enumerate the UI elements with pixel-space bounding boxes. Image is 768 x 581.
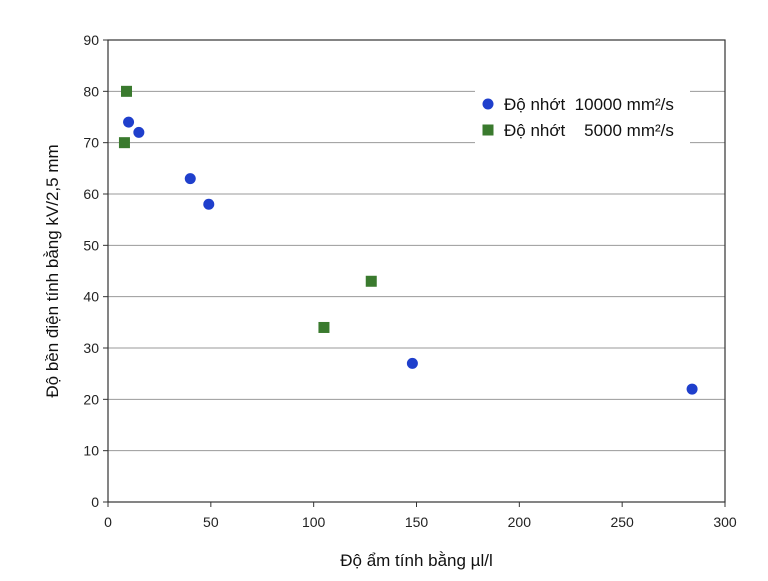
x-tick-label-100: 100 bbox=[302, 514, 326, 530]
grid-lines bbox=[108, 90, 725, 452]
y-tick-label-10: 10 bbox=[83, 443, 99, 459]
point-series2-4 bbox=[365, 275, 377, 287]
point-series2-2 bbox=[118, 137, 130, 149]
y-tick-label-30: 30 bbox=[83, 340, 99, 356]
y-axis-title: Độ bền điện tính bằng kV/2,5 mm bbox=[43, 144, 62, 397]
y-tick-label-90: 90 bbox=[83, 32, 99, 48]
y-tick-label-0: 0 bbox=[91, 494, 99, 510]
y-tick-label-70: 70 bbox=[83, 135, 99, 151]
y-tick-label-20: 20 bbox=[83, 391, 99, 407]
point-series2-1 bbox=[121, 85, 133, 97]
point-series1-6 bbox=[686, 383, 698, 395]
x-axis-title: Độ ẩm tính bằng µl/l bbox=[340, 551, 493, 570]
point-series1-4 bbox=[203, 198, 215, 210]
x-axis-ticks: 0 50 100 150 200 250 300 bbox=[104, 502, 737, 530]
legend: Độ nhớt 10000 mm²/s Độ nhớt 5000 mm²/s bbox=[475, 88, 690, 146]
y-tick-label-50: 50 bbox=[83, 237, 99, 253]
x-tick-label-50: 50 bbox=[203, 514, 219, 530]
point-series1-5 bbox=[406, 357, 418, 369]
point-series1-1 bbox=[123, 116, 135, 128]
legend-label-series2: Độ nhớt 5000 mm²/s bbox=[504, 121, 674, 140]
legend-background bbox=[475, 88, 690, 146]
data-points bbox=[118, 85, 698, 395]
y-tick-label-40: 40 bbox=[83, 289, 99, 305]
x-tick-label-300: 300 bbox=[713, 514, 737, 530]
legend-marker-series2 bbox=[482, 124, 494, 136]
point-series2-3 bbox=[318, 321, 330, 333]
y-tick-label-80: 80 bbox=[83, 83, 99, 99]
point-series1-3 bbox=[184, 173, 196, 185]
y-axis-ticks: 0 10 20 30 40 50 60 70 80 90 bbox=[83, 32, 108, 510]
x-tick-label-150: 150 bbox=[405, 514, 429, 530]
legend-label-series1: Độ nhớt 10000 mm²/s bbox=[504, 95, 674, 114]
x-tick-label-250: 250 bbox=[610, 514, 634, 530]
x-tick-label-200: 200 bbox=[508, 514, 532, 530]
x-tick-label-0: 0 bbox=[104, 514, 112, 530]
point-series1-2 bbox=[133, 126, 145, 138]
y-tick-label-60: 60 bbox=[83, 186, 99, 202]
legend-marker-series1 bbox=[482, 98, 494, 110]
